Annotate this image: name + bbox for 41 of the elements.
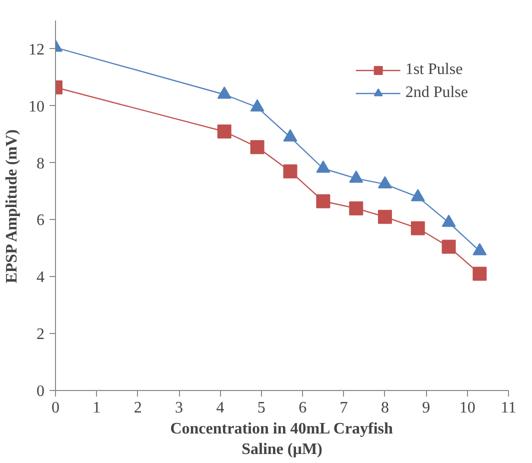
x-tick-label: 2 xyxy=(134,400,142,416)
x-tick-label: 11 xyxy=(500,400,516,416)
point xyxy=(316,160,330,173)
y-tick-label: 8 xyxy=(36,155,44,172)
x-tick-label: 7 xyxy=(340,400,348,416)
x-tick-label: 9 xyxy=(422,400,430,416)
y-tick-label: 0 xyxy=(36,383,44,400)
y-axis-title: EPSP Amplitude (mV) xyxy=(4,129,20,284)
point xyxy=(250,99,264,112)
legend-label: 1st Pulse xyxy=(405,61,463,79)
point xyxy=(378,210,392,224)
point xyxy=(410,188,425,202)
point xyxy=(217,124,232,138)
x-tick-label: 3 xyxy=(175,400,184,416)
point xyxy=(283,129,298,142)
y-tick-label: 12 xyxy=(28,41,44,58)
point xyxy=(442,240,456,254)
y-tick-label: 4 xyxy=(36,269,44,286)
point xyxy=(378,176,392,188)
y-tick-label: 6 xyxy=(36,212,44,230)
x-tick-label: 1 xyxy=(92,400,101,416)
y-tick-label: 2 xyxy=(36,326,44,344)
point xyxy=(316,194,330,208)
x-tick-label: 8 xyxy=(380,400,389,416)
x-tick-label: 4 xyxy=(216,400,224,416)
legend-label: 2nd Pulse xyxy=(405,84,468,102)
point xyxy=(283,164,298,178)
y-tick-label: 10 xyxy=(28,98,44,116)
point xyxy=(217,86,232,99)
x-axis-title: Concentration in 40mL Crayfish Saline (µM) xyxy=(170,420,393,458)
point xyxy=(472,266,487,281)
point xyxy=(349,201,364,216)
x-tick-label: 10 xyxy=(459,400,476,416)
point xyxy=(349,170,364,183)
point xyxy=(410,221,425,236)
point xyxy=(472,243,487,256)
x-tick-label: 5 xyxy=(257,400,266,416)
point xyxy=(250,140,264,154)
x-tick-label: 6 xyxy=(298,400,307,416)
x-tick-label: 0 xyxy=(52,400,60,416)
point xyxy=(442,214,456,227)
